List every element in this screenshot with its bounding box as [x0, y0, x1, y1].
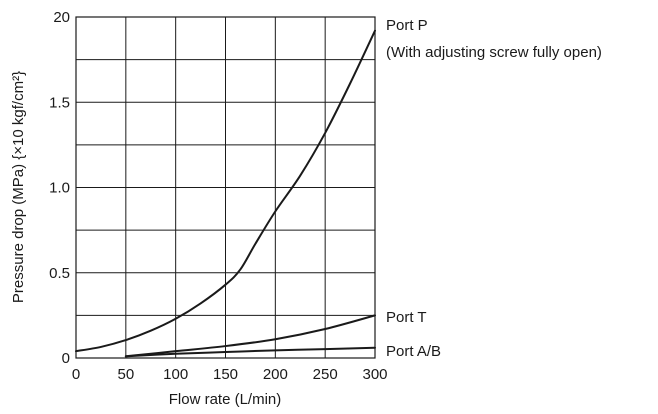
x-tick-label-1: 50 — [117, 366, 134, 383]
series-line-port-p — [75, 29, 376, 353]
curves — [75, 29, 376, 358]
y-axis-label: Pressure drop (MPa) {×10 kgf/cm²} — [10, 71, 27, 303]
x-tick-label-2: 100 — [163, 366, 188, 383]
series-label-port-ab: Port A/B — [386, 343, 441, 360]
series-label-port-t: Port T — [386, 309, 427, 326]
series-line-port-ab — [124, 346, 376, 358]
x-tick-label-4: 200 — [263, 366, 288, 383]
x-tick-label-0: 0 — [72, 366, 80, 383]
x-tick-label-6: 300 — [362, 366, 387, 383]
y-tick-label-0: 0 — [62, 350, 70, 367]
x-tick-label-3: 150 — [213, 366, 238, 383]
series-note-port-p: (With adjusting screw fully open) — [386, 44, 602, 61]
series-label-port-p: Port P — [386, 17, 428, 34]
y-tick-label-3: 1.5 — [49, 94, 70, 111]
plot-frame — [75, 16, 376, 359]
y-tick-label-1: 0.5 — [49, 265, 70, 282]
series-line-port-t — [124, 314, 376, 358]
y-axis-ticks: 0 0.5 1.0 1.5 20 — [49, 9, 70, 367]
x-tick-label-5: 250 — [313, 366, 338, 383]
series-labels: Port P (With adjusting screw fully open)… — [386, 17, 602, 360]
x-axis-label: Flow rate (L/min) — [169, 391, 282, 408]
grid — [75, 16, 376, 359]
y-tick-label-4: 20 — [53, 9, 70, 26]
y-tick-label-2: 1.0 — [49, 180, 70, 197]
x-axis-ticks: 0 50 100 150 200 250 300 — [72, 366, 388, 383]
